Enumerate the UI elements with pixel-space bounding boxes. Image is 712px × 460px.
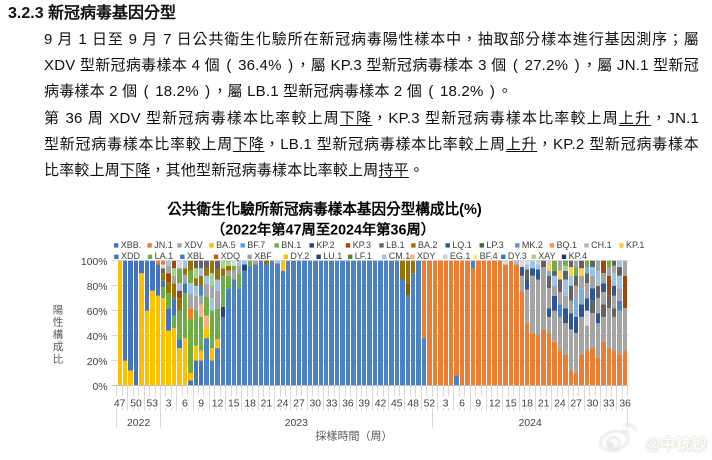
svg-text:6: 6 [182,398,188,409]
svg-text:3: 3 [166,398,172,409]
svg-text:XBF: XBF [254,251,272,261]
svg-text:30: 30 [310,398,322,409]
svg-text:BA.2: BA.2 [418,240,438,250]
svg-text:XDQ: XDQ [221,251,241,261]
svg-text:DY.3: DY.3 [508,251,527,261]
svg-text:9: 9 [198,398,204,409]
svg-text:性: 性 [53,316,64,329]
svg-text:15: 15 [505,398,517,409]
svg-text:6: 6 [459,398,465,409]
svg-text:陽: 陽 [53,305,64,317]
svg-text:XDV: XDV [184,240,203,250]
svg-text:21: 21 [261,398,273,409]
svg-text:80%: 80% [87,282,108,293]
svg-text:XBB.: XBB. [121,240,142,250]
svg-text:27: 27 [293,398,305,409]
svg-text:@中铳钞: @中铳钞 [645,434,707,453]
svg-text:成: 成 [53,341,64,353]
svg-text:JN.1: JN.1 [154,240,173,250]
svg-text:MK.2: MK.2 [522,240,543,250]
svg-text:60%: 60% [87,307,108,318]
svg-text:45: 45 [391,398,403,409]
svg-text:@中铳钞: @中铳钞 [646,435,708,454]
svg-text:LQ.1: LQ.1 [452,240,472,250]
svg-text:XDD: XDD [121,251,141,261]
svg-text:LA.1: LA.1 [155,251,174,261]
svg-text:9: 9 [475,398,481,409]
svg-text:36: 36 [619,398,631,409]
svg-text:15: 15 [228,398,240,409]
svg-text:47: 47 [114,398,126,409]
svg-text:構: 構 [53,328,64,341]
svg-text:採樣時間（周）: 採樣時間（周） [316,429,393,443]
svg-text:BA.5: BA.5 [216,240,236,250]
svg-text:33: 33 [326,398,338,409]
svg-text:40%: 40% [87,332,108,343]
svg-text:2022: 2022 [127,418,150,429]
svg-text:100%: 100% [81,257,108,268]
svg-text:53: 53 [147,398,159,409]
svg-text:KP.1: KP.1 [626,240,644,250]
svg-text:52: 52 [424,398,436,409]
svg-text:LF.1: LF.1 [355,251,372,261]
svg-text:EG.1: EG.1 [450,251,471,261]
svg-text:KP.3: KP.3 [353,240,371,250]
svg-text:CH.1: CH.1 [591,240,612,250]
svg-text:BF.7: BF.7 [247,240,265,250]
svg-text:39: 39 [358,398,370,409]
svg-text:33: 33 [603,398,615,409]
svg-text:50: 50 [130,398,142,409]
svg-text:（2022年第47周至2024年第36周）: （2022年第47周至2024年第36周） [211,221,435,239]
svg-text:24: 24 [554,398,566,409]
svg-text:48: 48 [407,398,419,409]
svg-text:18: 18 [244,398,256,409]
svg-text:0%: 0% [92,382,107,393]
svg-text:20%: 20% [87,357,108,368]
svg-text:12: 12 [212,398,224,409]
svg-text:LB.1: LB.1 [386,240,405,250]
svg-text:LU.1: LU.1 [323,251,342,261]
svg-text:XBL: XBL [187,251,204,261]
svg-text:42: 42 [375,398,387,409]
svg-text:XDY: XDY [417,251,436,261]
svg-text:KP.2: KP.2 [316,240,334,250]
svg-text:LP.3: LP.3 [486,240,503,250]
svg-text:36: 36 [342,398,354,409]
svg-text:27: 27 [570,398,582,409]
svg-text:BN.1: BN.1 [281,240,301,250]
svg-text:24: 24 [277,398,289,409]
svg-text:BQ.1: BQ.1 [557,240,578,250]
svg-text:比: 比 [53,352,64,365]
svg-text:12: 12 [489,398,501,409]
svg-text:公共衛生化驗所新冠病毒樣本基因分型構成比(%): 公共衛生化驗所新冠病毒樣本基因分型構成比(%) [167,200,482,218]
svg-text:CM.1: CM.1 [389,251,411,261]
svg-text:18: 18 [521,398,533,409]
svg-text:2023: 2023 [285,418,308,429]
svg-text:DY.2: DY.2 [290,251,309,261]
svg-text:3: 3 [443,398,449,409]
svg-text:KP.4: KP.4 [569,251,587,261]
svg-text:BF.4: BF.4 [480,251,498,261]
svg-text:2024: 2024 [519,418,542,429]
svg-text:XAY: XAY [538,251,555,261]
svg-text:21: 21 [538,398,550,409]
svg-text:30: 30 [587,398,599,409]
